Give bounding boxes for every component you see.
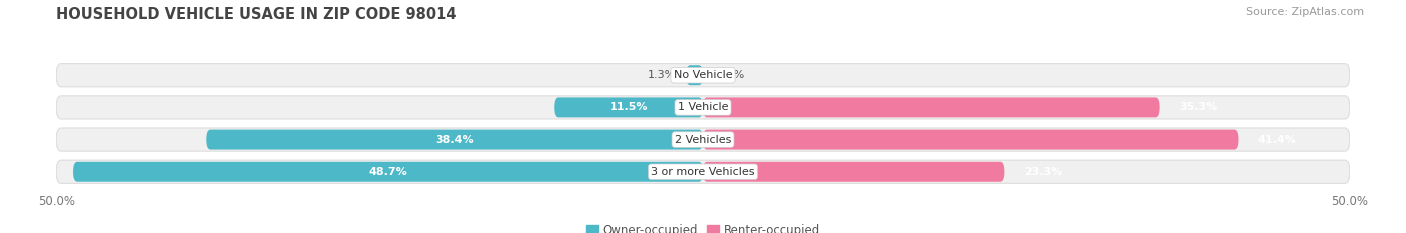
FancyBboxPatch shape <box>56 160 1350 183</box>
Text: 3 or more Vehicles: 3 or more Vehicles <box>651 167 755 177</box>
FancyBboxPatch shape <box>686 65 703 85</box>
Text: 11.5%: 11.5% <box>609 102 648 112</box>
Legend: Owner-occupied, Renter-occupied: Owner-occupied, Renter-occupied <box>581 219 825 233</box>
Text: 38.4%: 38.4% <box>436 135 474 145</box>
Text: 1 Vehicle: 1 Vehicle <box>678 102 728 112</box>
FancyBboxPatch shape <box>703 130 1239 150</box>
Text: 23.3%: 23.3% <box>1024 167 1062 177</box>
FancyBboxPatch shape <box>703 162 1004 182</box>
Text: No Vehicle: No Vehicle <box>673 70 733 80</box>
Text: 1.3%: 1.3% <box>648 70 676 80</box>
Text: 35.3%: 35.3% <box>1180 102 1218 112</box>
FancyBboxPatch shape <box>703 97 1160 117</box>
FancyBboxPatch shape <box>56 128 1350 151</box>
Text: 0.0%: 0.0% <box>716 70 744 80</box>
Text: 48.7%: 48.7% <box>368 167 408 177</box>
Text: Source: ZipAtlas.com: Source: ZipAtlas.com <box>1246 7 1364 17</box>
FancyBboxPatch shape <box>56 64 1350 87</box>
FancyBboxPatch shape <box>73 162 703 182</box>
FancyBboxPatch shape <box>56 96 1350 119</box>
FancyBboxPatch shape <box>554 97 703 117</box>
Text: 41.4%: 41.4% <box>1258 135 1296 145</box>
Text: HOUSEHOLD VEHICLE USAGE IN ZIP CODE 98014: HOUSEHOLD VEHICLE USAGE IN ZIP CODE 9801… <box>56 7 457 22</box>
Text: 2 Vehicles: 2 Vehicles <box>675 135 731 145</box>
FancyBboxPatch shape <box>207 130 703 150</box>
